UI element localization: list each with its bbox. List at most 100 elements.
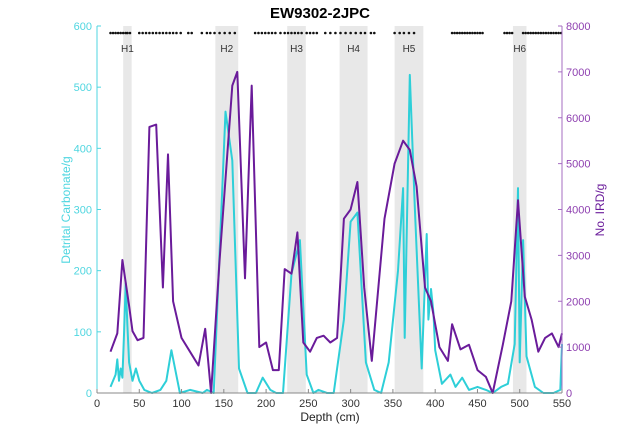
sample-dot [557, 31, 560, 35]
heinrich-label: H3 [290, 44, 303, 55]
heinrich-label: H6 [513, 44, 526, 55]
sample-dot [463, 31, 467, 35]
sample-dot [339, 31, 342, 35]
sample-dot [116, 31, 120, 35]
sample-dot [151, 31, 155, 35]
sample-dot [549, 31, 553, 35]
x-tick-label: 550 [553, 398, 571, 410]
sample-dot [168, 31, 172, 35]
heinrich-label: H5 [403, 44, 416, 55]
sample-dot [544, 31, 548, 35]
sample-dot [542, 31, 545, 35]
sample-dot [267, 31, 270, 35]
sample-dot [312, 31, 315, 35]
right-tick-label: 6000 [566, 113, 590, 125]
sample-dot [534, 31, 538, 35]
sample-dot [109, 31, 112, 35]
sample-dot [270, 31, 274, 35]
sample-dot [187, 31, 190, 35]
sample-dot [526, 31, 530, 35]
sample-dot [141, 31, 144, 35]
left-tick-label: 200 [74, 266, 92, 278]
sample-dot [529, 31, 533, 35]
sample-dot [119, 31, 122, 35]
left-axis-label: Detrital Carbonate/g [59, 156, 73, 263]
left-tick-label: 500 [74, 82, 92, 94]
sample-dot [476, 31, 479, 35]
sample-dot [458, 31, 462, 35]
x-tick-label: 300 [341, 398, 359, 410]
sample-dot [552, 31, 555, 35]
sample-dot [128, 31, 132, 35]
detrital-carbonate-line [109, 73, 563, 394]
x-tick-label: 0 [94, 398, 100, 410]
sample-dot [455, 31, 459, 35]
right-tick-label: 4000 [566, 205, 590, 217]
sample-dot [412, 31, 416, 35]
sample-dot [161, 31, 165, 35]
sample-dot [531, 31, 535, 35]
left-tick-label: 600 [74, 21, 92, 33]
x-tick-label: 500 [511, 398, 529, 410]
sample-dot [547, 31, 550, 35]
sample-dot [398, 31, 401, 35]
heinrich-labels: H1 H2 H3 H4 H5 H6 [121, 44, 527, 55]
sample-dot [293, 31, 297, 35]
sample-dot [218, 31, 221, 35]
sample-dot [213, 31, 216, 35]
right-tick-label: 7000 [566, 67, 590, 79]
sample-dot [257, 31, 260, 35]
left-tick-label: 0 [86, 388, 92, 400]
sample-dot [407, 31, 411, 35]
x-tick-label: 100 [172, 398, 190, 410]
sample-dot [510, 31, 514, 35]
ird-line [109, 70, 563, 394]
sample-dot [473, 31, 477, 35]
sample-dot [305, 31, 308, 35]
sample-dot [323, 31, 327, 35]
sample-dot [228, 31, 232, 35]
sample-dot [369, 31, 373, 35]
sample-dot [171, 31, 175, 35]
sample-dot [481, 31, 484, 35]
sample-dot [505, 31, 509, 35]
sample-dot [334, 31, 337, 35]
sample-dot [223, 31, 226, 35]
x-tick-label: 450 [468, 398, 486, 410]
sample-dot [233, 31, 237, 35]
x-tick-label: 250 [299, 398, 317, 410]
right-tick-label: 5000 [566, 159, 590, 171]
sample-dot [111, 31, 115, 35]
sample-dot [393, 31, 396, 35]
sample-dot [121, 31, 125, 35]
sample-dots [109, 31, 563, 35]
x-tick-label: 400 [426, 398, 444, 410]
right-tick-label: 2000 [566, 296, 590, 308]
sample-dot [158, 31, 161, 35]
sample-dot [286, 31, 290, 35]
sample-dot [148, 31, 151, 35]
sample-dot [468, 31, 472, 35]
sample-dot [349, 31, 352, 35]
right-tick-label: 0 [566, 388, 572, 400]
sample-dot [279, 31, 282, 35]
left-tick-label: 300 [74, 205, 92, 217]
sample-dot [354, 31, 358, 35]
sample-dot [329, 31, 332, 35]
heinrich-label: H4 [347, 44, 360, 55]
sample-dot [137, 31, 141, 35]
sample-dot [165, 31, 168, 35]
x-axis-label: Depth (cm) [300, 410, 359, 424]
sample-dot [478, 31, 482, 35]
sample-dot [300, 31, 303, 35]
heinrich-band-h1 [123, 26, 132, 393]
chart-title: EW9302-2JPC [270, 5, 370, 22]
right-tick-label: 3000 [566, 250, 590, 262]
sample-dot [460, 31, 464, 35]
sample-dot [179, 31, 182, 35]
heinrich-label: H2 [220, 44, 233, 55]
heinrich-bands [123, 26, 527, 393]
sample-dot [274, 31, 277, 35]
sample-dot [521, 31, 525, 35]
